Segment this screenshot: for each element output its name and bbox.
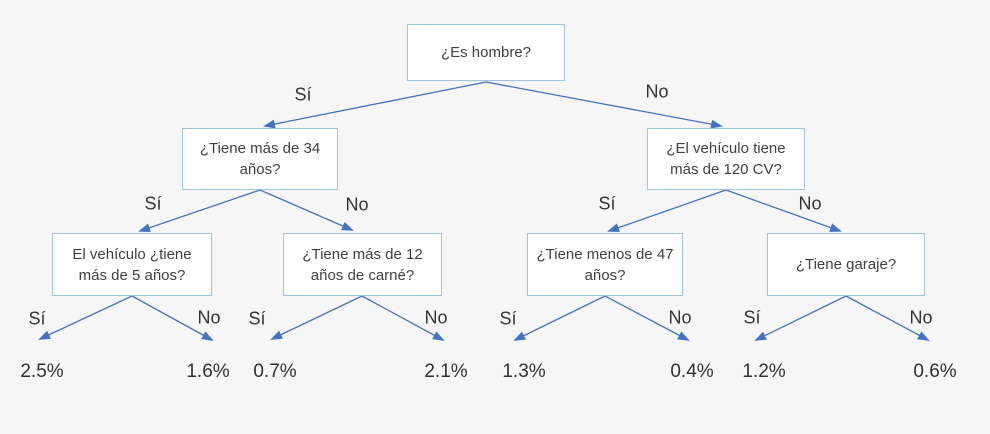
branch-label-no: No [345, 194, 369, 215]
node-es-hombre: ¿Es hombre? [407, 24, 565, 81]
branch-label-no: No [668, 307, 692, 328]
branch-label-yes: Sí [598, 193, 616, 214]
branch-label-yes: Sí [28, 308, 46, 329]
leaf-value: 1.2% [742, 361, 786, 382]
branch-label-no: No [197, 307, 221, 328]
node-vehiculo-5-anos: El vehículo ¿tiene más de 5 años? [52, 233, 212, 296]
leaf-value: 0.6% [913, 361, 957, 382]
leaf-value: 0.7% [253, 361, 297, 382]
branch-label-no: No [645, 81, 669, 102]
branch-label-yes: Sí [294, 84, 312, 105]
leaf-value: 0.4% [670, 361, 714, 382]
node-tiene-garaje: ¿Tiene garaje? [767, 233, 925, 296]
branch-label-yes: Sí [144, 193, 162, 214]
node-menos-47-anos: ¿Tiene menos de 47 años? [527, 233, 683, 296]
leaf-value: 1.3% [502, 361, 546, 382]
leaf-value: 2.1% [424, 361, 468, 382]
branch-label-yes: Sí [248, 308, 266, 329]
leaf-value: 2.5% [20, 361, 64, 382]
branch-label-yes: Sí [499, 308, 517, 329]
branch-label-no: No [909, 307, 933, 328]
leaf-value: 1.6% [186, 361, 230, 382]
node-mas-de-34-anos: ¿Tiene más de 34 años? [182, 128, 338, 190]
node-vehiculo-120-cv: ¿El vehículo tiene más de 120 CV? [647, 128, 805, 190]
node-12-anos-carne: ¿Tiene más de 12 años de carné? [283, 233, 442, 296]
branch-label-yes: Sí [743, 307, 761, 328]
branch-label-no: No [798, 193, 822, 214]
branch-label-no: No [424, 307, 448, 328]
